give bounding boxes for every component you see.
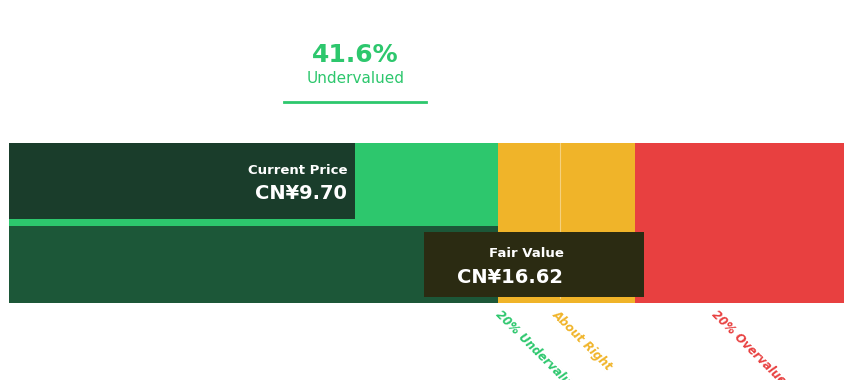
Text: 20% Undervalued: 20% Undervalued xyxy=(492,308,584,380)
Bar xyxy=(9,143,497,303)
Text: About Right: About Right xyxy=(550,308,614,373)
Text: Undervalued: Undervalued xyxy=(306,71,404,86)
Text: CN¥9.70: CN¥9.70 xyxy=(255,184,347,203)
Bar xyxy=(9,143,355,219)
Bar xyxy=(497,143,635,303)
Bar xyxy=(424,232,643,298)
Text: Current Price: Current Price xyxy=(247,164,347,177)
Text: CN¥16.62: CN¥16.62 xyxy=(457,268,562,287)
Text: Fair Value: Fair Value xyxy=(488,247,562,260)
Text: 41.6%: 41.6% xyxy=(312,43,398,67)
Bar xyxy=(635,143,843,303)
Bar xyxy=(9,226,497,303)
Text: 20% Overvalued: 20% Overvalued xyxy=(708,308,793,380)
